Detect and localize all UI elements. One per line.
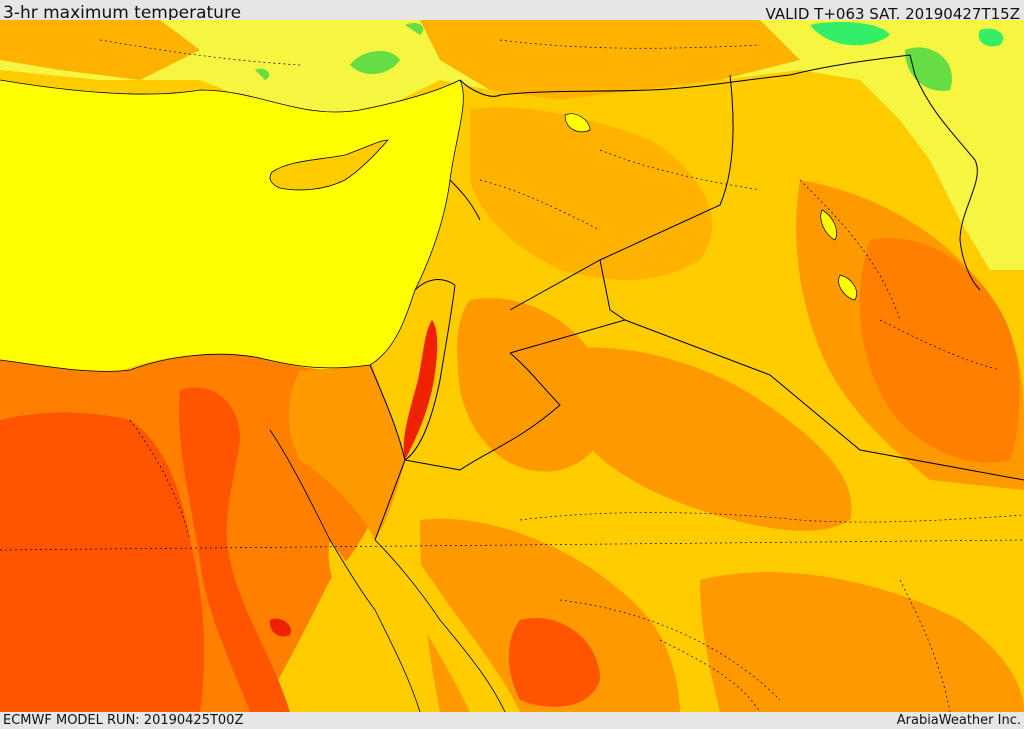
iraq-dark-orange xyxy=(859,238,1020,463)
south-red-patch xyxy=(508,618,600,707)
coastlines xyxy=(0,79,506,712)
cyprus xyxy=(269,139,389,191)
footer-bar: ECMWF MODEL RUN: 20190425T00Z ArabiaWeat… xyxy=(0,712,1024,729)
lake-tharthar xyxy=(820,209,837,241)
red-sea xyxy=(328,540,420,712)
jordan-valley xyxy=(403,320,438,460)
red-sea-east xyxy=(378,530,520,712)
green-patch-6 xyxy=(405,23,424,35)
country-borders xyxy=(369,54,1024,541)
saudi-amber-patch xyxy=(578,490,732,613)
lake-assad xyxy=(564,113,591,133)
egypt-deep-red xyxy=(269,618,291,637)
lake-razazza xyxy=(838,274,857,301)
green-patch-2 xyxy=(810,22,890,46)
north-orange-patch xyxy=(0,20,200,80)
credit-label: ArabiaWeather Inc. xyxy=(896,713,1021,728)
temperature-map xyxy=(0,20,1024,712)
nile-red xyxy=(179,387,290,712)
mediterranean-sea xyxy=(0,80,464,380)
south-east-orange xyxy=(700,572,1024,712)
north-yellow-zone xyxy=(0,20,1024,270)
map-title: 3-hr maximum temperature xyxy=(3,3,242,23)
valid-time-label: VALID T+063 SAT. 20190427T15Z xyxy=(765,5,1020,23)
egypt-red-orange xyxy=(0,412,205,712)
temperature-map-svg xyxy=(0,20,1024,712)
north-orange-patch-2 xyxy=(420,20,800,100)
green-patch-1 xyxy=(350,50,400,75)
saudi-orange xyxy=(560,347,852,531)
green-patch-4 xyxy=(978,28,1004,47)
title-bar: 3-hr maximum temperature VALID T+063 SAT… xyxy=(0,0,1024,23)
sinai xyxy=(288,365,405,540)
province-borders xyxy=(0,39,1024,712)
model-run-label: ECMWF MODEL RUN: 20190425T00Z xyxy=(3,713,244,728)
central-orange xyxy=(457,298,608,472)
green-patch-5 xyxy=(255,68,270,80)
